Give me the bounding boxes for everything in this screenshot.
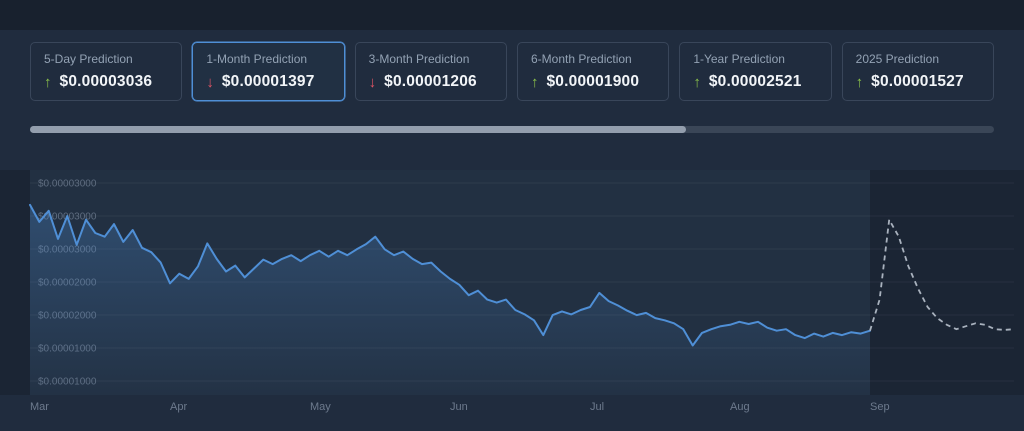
- prediction-card-value: $0.00001397: [221, 73, 315, 90]
- x-axis-label-apr: Apr: [170, 401, 188, 413]
- prediction-card-value-row: ↑ $0.00003036: [44, 73, 168, 91]
- prediction-card-label: 3-Month Prediction: [368, 52, 470, 66]
- horizontal-scrollbar[interactable]: [30, 126, 994, 133]
- prediction-card-value: $0.00003036: [59, 73, 153, 90]
- up-arrow-icon: ↑: [693, 73, 701, 91]
- historical-price-line: [29, 203, 871, 347]
- up-arrow-icon: ↑: [44, 73, 52, 91]
- prediction-cards: 5-Day Prediction ↑ $0.00003036 1-Month Pred…: [30, 42, 994, 101]
- prediction-card-2025-prediction[interactable]: 2025 Prediction ↑ $0.00001527: [841, 42, 994, 101]
- x-axis-label-aug: Aug: [730, 401, 750, 413]
- down-arrow-icon: ↓: [206, 73, 214, 91]
- x-axis-label-jul: Jul: [590, 401, 605, 413]
- prediction-card-value-row: ↑ $0.00001900: [531, 73, 655, 91]
- price-chart: $0.00003000$0.00003000$0.00003000$0.0000…: [0, 160, 1024, 431]
- prediction-card-1-year-prediction[interactable]: 1-Year Prediction ↑ $0.00002521: [679, 42, 832, 101]
- historical-area-fill: [30, 204, 870, 395]
- x-axis-label-may: May: [310, 401, 331, 413]
- prediction-card-value-row: ↑ $0.00001527: [856, 73, 980, 91]
- predicted-price-line: [869, 218, 1015, 331]
- up-arrow-icon: ↑: [530, 73, 539, 91]
- price-chart-svg[interactable]: $0.00003000$0.00003000$0.00003000$0.0000…: [0, 160, 1024, 431]
- prediction-card-value: $0.00001206: [384, 73, 477, 90]
- prediction-card-label: 2025 Prediction: [855, 52, 940, 66]
- up-arrow-icon: ↑: [855, 73, 864, 91]
- prediction-card-label: 5-Day Prediction: [44, 52, 133, 66]
- down-arrow-icon: ↓: [368, 73, 377, 91]
- prediction-card-label: 1-Year Prediction: [693, 52, 785, 66]
- prediction-card-1-month-prediction[interactable]: 1-Month Prediction ↓ $0.00001397: [192, 42, 345, 101]
- prediction-card-value-row: ↓ $0.00001206: [369, 73, 493, 91]
- prediction-card-value-row: ↓ $0.00001397: [206, 73, 330, 91]
- x-axis-label-mar: Mar: [30, 401, 49, 413]
- top-bar: [0, 0, 1024, 30]
- prediction-card-label: 6-Month Prediction: [530, 52, 632, 66]
- prediction-card-6-month-prediction[interactable]: 6-Month Prediction ↑ $0.00001900: [516, 42, 670, 101]
- prediction-card-value: $0.00001900: [546, 73, 640, 90]
- y-axis-label: $0.00003000: [38, 179, 97, 190]
- scrollbar-thumb[interactable]: [30, 126, 686, 133]
- prediction-card-3-month-prediction[interactable]: 3-Month Prediction ↓ $0.00001206: [354, 42, 507, 101]
- prediction-card-value: $0.00001527: [871, 73, 964, 90]
- prediction-card-label: 1-Month Prediction: [206, 52, 308, 66]
- prediction-card-5-day-prediction[interactable]: 5-Day Prediction ↑ $0.00003036: [30, 42, 183, 101]
- x-axis-label-jun: Jun: [450, 401, 468, 413]
- prediction-card-value-row: ↑ $0.00002521: [693, 73, 817, 91]
- prediction-card-value: $0.00002521: [708, 73, 802, 90]
- x-axis-label-sep: Sep: [870, 401, 890, 413]
